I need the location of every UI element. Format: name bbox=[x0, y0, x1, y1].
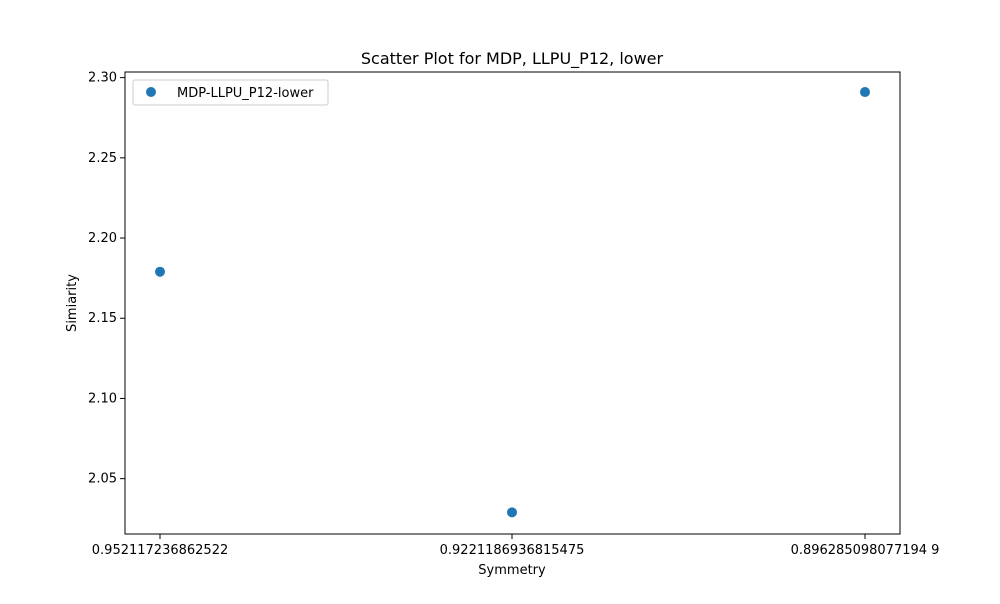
legend: MDP-LLPU_P12-lower bbox=[132, 79, 329, 106]
scatter-point bbox=[507, 507, 517, 518]
chart-title: Scatter Plot for MDP, LLPU_P12, lower bbox=[361, 49, 664, 69]
legend-marker bbox=[146, 87, 156, 97]
x-tick-label: 0.952117236862522 bbox=[92, 543, 228, 558]
y-tick-label: 2.30 bbox=[88, 71, 117, 86]
y-tick-label: 2.20 bbox=[88, 231, 117, 246]
scatter-point bbox=[860, 87, 870, 98]
x-tick-label: 0.896285098077194 9 bbox=[791, 543, 940, 558]
scatter-points bbox=[155, 87, 870, 518]
legend-label: MDP-LLPU_P12-lower bbox=[177, 86, 314, 101]
x-axis-ticks: 0.952117236862522 0.9221186936815475 0.896… bbox=[92, 534, 940, 558]
y-axis-ticks: 2.05 2.10 2.15 2.20 2.25 2.30 bbox=[88, 71, 125, 487]
x-axis-label: Symmetry bbox=[478, 563, 546, 578]
y-tick-label: 2.10 bbox=[88, 391, 117, 406]
scatter-point bbox=[155, 266, 165, 277]
y-axis-label: Simiarity bbox=[65, 274, 80, 332]
y-tick-label: 2.15 bbox=[88, 311, 117, 326]
x-tick-label: 0.9221186936815475 bbox=[440, 543, 585, 558]
legend-box bbox=[132, 79, 329, 106]
y-tick-label: 2.05 bbox=[88, 472, 117, 487]
y-tick-label: 2.25 bbox=[88, 151, 117, 166]
